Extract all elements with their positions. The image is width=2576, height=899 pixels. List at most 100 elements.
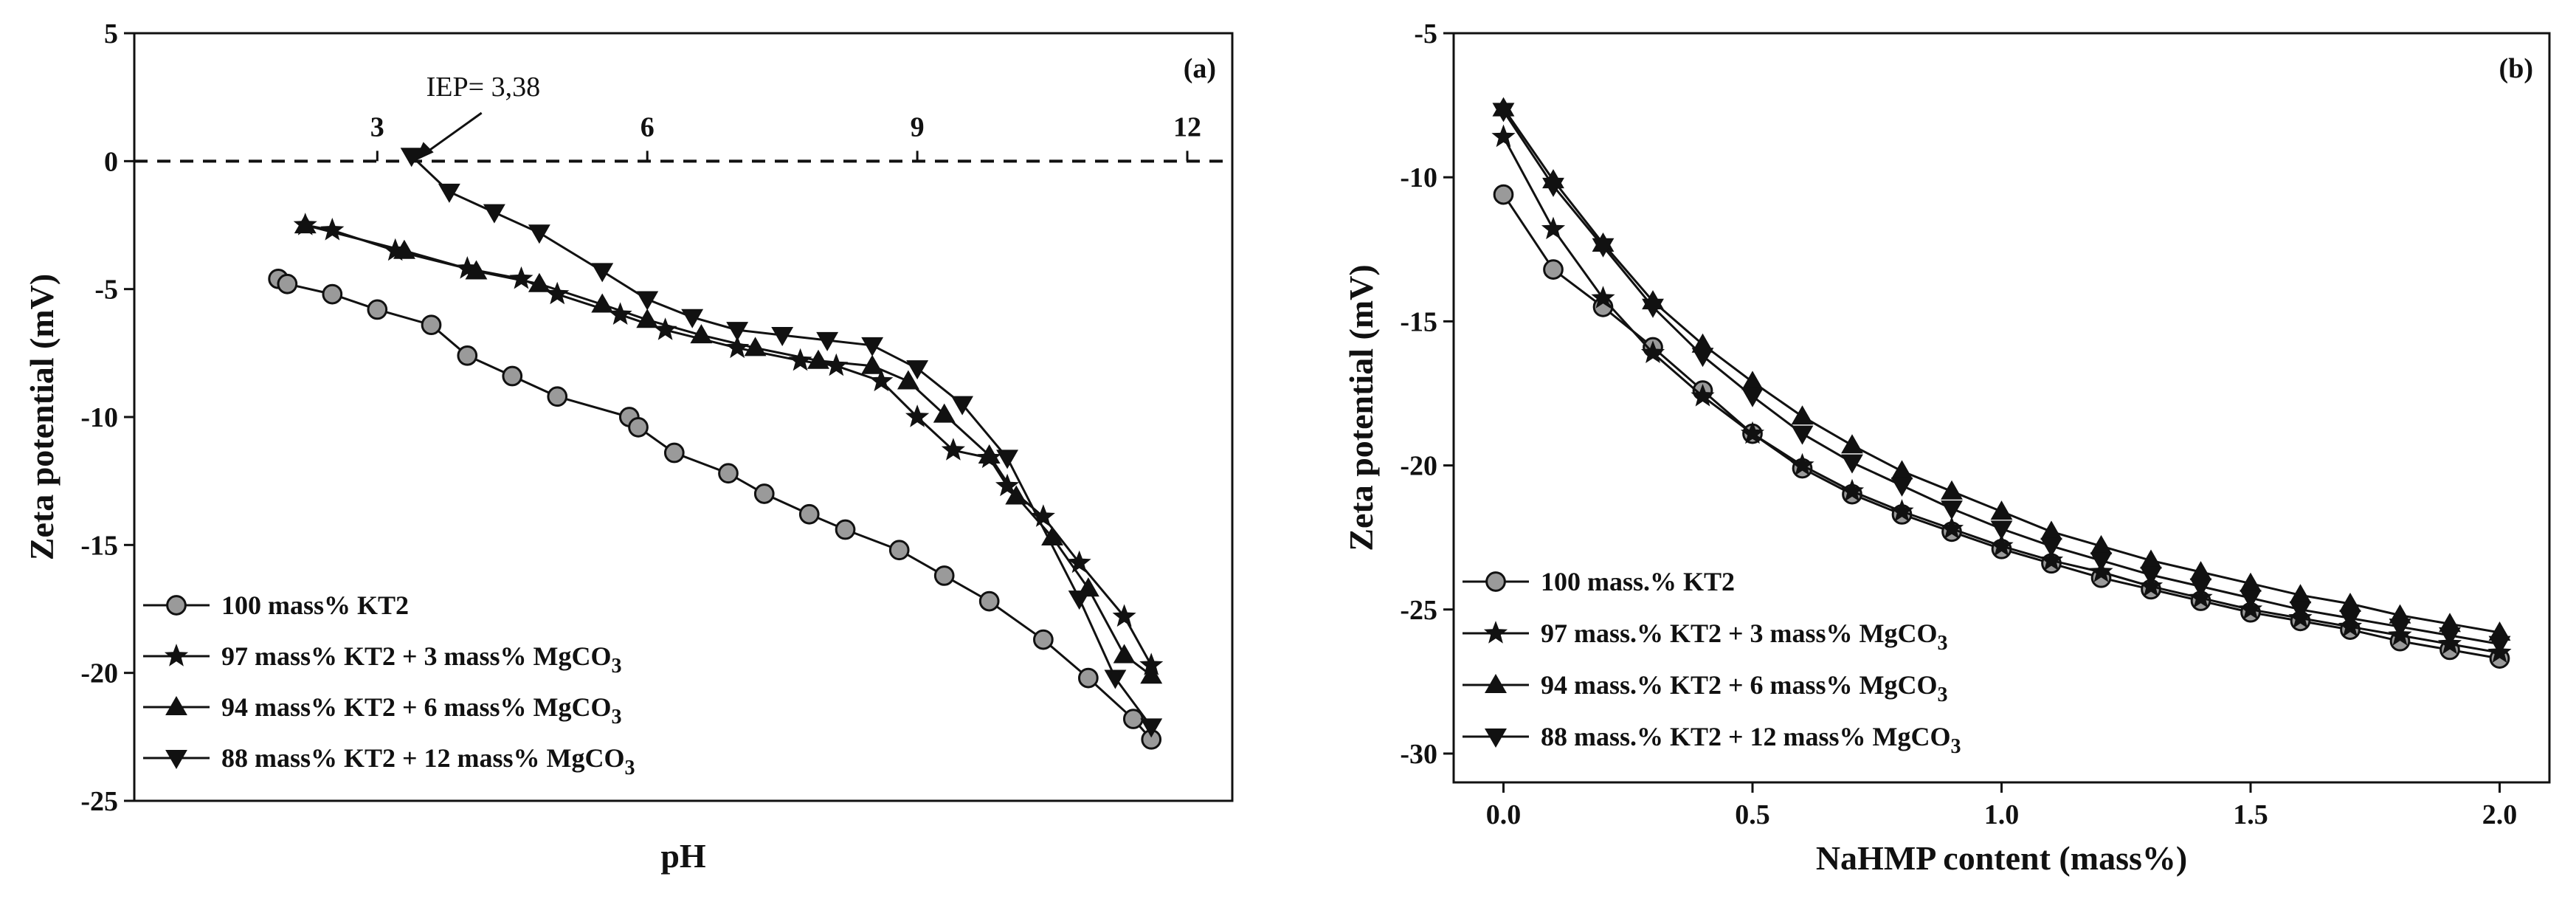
data-point xyxy=(465,260,488,280)
data-point xyxy=(941,438,965,461)
data-point xyxy=(1791,425,1814,445)
data-point xyxy=(1068,590,1091,610)
data-point xyxy=(996,450,1018,469)
x-tick-label: 0.0 xyxy=(1486,799,1522,830)
data-point xyxy=(653,317,677,340)
data-point xyxy=(2040,520,2062,540)
data-point xyxy=(1939,516,1964,540)
data-point xyxy=(2189,561,2212,581)
data-point xyxy=(933,565,955,586)
x-tick-label: 1.5 xyxy=(2233,799,2268,830)
legend-entry: 88 mass.% KT2 + 12 mass% MgCO3 xyxy=(1463,722,1961,758)
x-axis-title: NaHMP content (mass%) xyxy=(1816,839,2187,877)
data-point xyxy=(636,309,659,328)
legend-marker xyxy=(1485,728,1507,748)
data-point xyxy=(807,349,829,369)
data-point xyxy=(1989,534,2014,557)
legend-marker xyxy=(164,644,189,666)
data-point xyxy=(294,214,317,234)
data-point xyxy=(400,148,423,168)
legend-label: 100 mass% KT2 xyxy=(221,590,409,620)
data-point xyxy=(2439,627,2461,647)
y-axis-title: Zeta potential (mV) xyxy=(1342,264,1380,551)
legend-label: 88 mass% KT2 + 12 mass% MgCO3 xyxy=(221,743,635,779)
legend-marker xyxy=(1483,621,1508,644)
data-point xyxy=(1140,664,1163,684)
data-point xyxy=(690,324,713,344)
legend-label-subscript: 3 xyxy=(1938,632,1948,655)
x-tick-label: 3 xyxy=(370,111,384,142)
data-point xyxy=(1041,526,1063,545)
data-point xyxy=(725,335,750,359)
data-point xyxy=(835,519,856,540)
legend-label-main: 97 mass.% KT2 + 3 mass% MgCO xyxy=(1541,619,1938,648)
x-tick-label: 6 xyxy=(640,111,655,142)
data-point xyxy=(2389,619,2411,638)
data-point xyxy=(744,337,767,356)
data-point xyxy=(995,473,1020,497)
data-point xyxy=(726,322,749,342)
y-tick-label: -15 xyxy=(80,530,118,561)
data-point xyxy=(1005,485,1028,505)
panel-label: (a) xyxy=(1184,53,1216,84)
chart-panel-b: -30 -25 -20 -15 -10 -5 0.0 0.5 1.0 1.5 2.0 (b) NaHMP… xyxy=(1342,18,2551,877)
data-point xyxy=(2090,552,2113,572)
y-tick-label: -15 xyxy=(1400,306,1437,337)
series-line xyxy=(1502,110,2500,646)
data-point xyxy=(978,444,1001,464)
legend-marker xyxy=(1485,571,1506,592)
y-tick-label: -20 xyxy=(80,658,118,689)
data-point xyxy=(1890,477,1913,497)
legend-label-subscript: 3 xyxy=(612,706,622,728)
data-point xyxy=(1790,452,1814,476)
data-point xyxy=(951,396,973,416)
data-point xyxy=(1112,604,1136,627)
legend-label-main: 88 mass% KT2 + 12 mass% MgCO xyxy=(221,743,625,773)
x-tick-label: 9 xyxy=(911,111,925,142)
data-point xyxy=(2189,578,2212,598)
y-tick-label: 5 xyxy=(104,18,118,49)
y-tick-label: -5 xyxy=(94,275,118,306)
plot-frame xyxy=(133,32,1234,802)
data-point xyxy=(1691,384,1715,407)
data-point xyxy=(1113,644,1136,664)
data-point xyxy=(1741,388,1764,407)
data-point xyxy=(788,348,812,371)
y-tick-label: 0 xyxy=(104,146,118,177)
x-tick-label: 12 xyxy=(1173,111,1201,142)
legend-entry: 100 mass% KT2 xyxy=(143,590,409,620)
y-tick-label: -25 xyxy=(1400,595,1437,626)
series-1 xyxy=(268,268,1162,750)
legend-label-subscript: 3 xyxy=(1938,683,1948,706)
x-tick-label: 0.5 xyxy=(1735,799,1770,830)
legend-marker xyxy=(1485,674,1507,693)
panel-label: (b) xyxy=(2499,53,2533,84)
data-point xyxy=(2339,610,2361,630)
y-tick-label: -10 xyxy=(1400,162,1437,193)
data-point xyxy=(545,281,570,305)
data-point xyxy=(2240,590,2262,610)
legend-label: 88 mass.% KT2 + 12 mass% MgCO3 xyxy=(1541,722,1961,758)
data-point xyxy=(753,483,775,504)
data-point xyxy=(509,266,533,289)
data-point xyxy=(2488,621,2511,641)
data-point xyxy=(906,360,929,380)
data-point xyxy=(1033,629,1054,650)
data-point xyxy=(628,417,649,438)
data-point xyxy=(1642,298,1664,318)
data-point xyxy=(1492,103,1515,123)
legend-label-main: 88 mass.% KT2 + 12 mass% MgCO xyxy=(1541,722,1951,751)
series-3 xyxy=(294,214,1163,684)
legend-marker xyxy=(165,750,187,769)
y-axis-title: Zeta potential (mV) xyxy=(23,274,61,560)
legend-label-main: 97 mass% KT2 + 3 mass% MgCO xyxy=(221,641,612,671)
data-point xyxy=(888,540,910,561)
data-point xyxy=(1543,259,1564,280)
data-point xyxy=(1140,718,1163,738)
annotation-arrowhead xyxy=(414,142,434,162)
data-point xyxy=(1542,177,1564,197)
data-point xyxy=(421,314,442,336)
data-point xyxy=(591,293,614,313)
legend-label: 100 mass.% KT2 xyxy=(1541,567,1735,596)
